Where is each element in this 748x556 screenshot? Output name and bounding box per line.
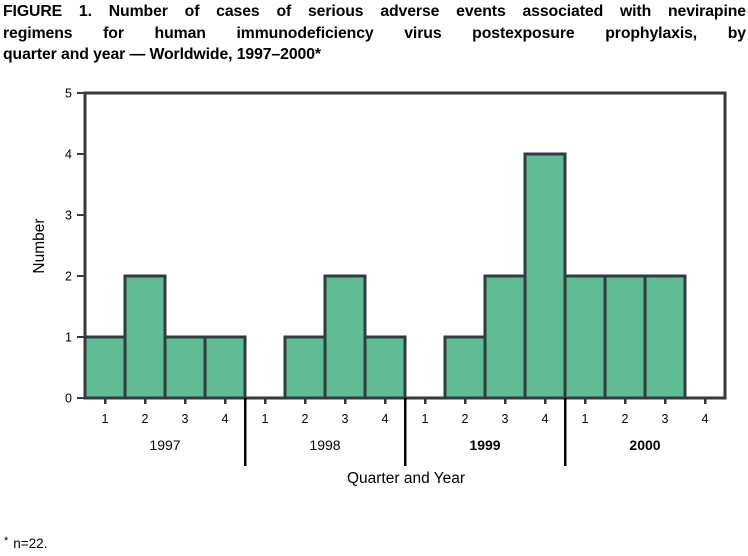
bar-1997-q1 <box>83 335 127 400</box>
y-tick-label-2: 2 <box>65 270 72 284</box>
quarter-label-2000-q4: 4 <box>702 412 709 426</box>
year-label-1997: 1997 <box>149 437 180 453</box>
bar-1999-q4 <box>523 152 567 400</box>
figure-title: FIGURE 1. Number of cases of serious adv… <box>3 1 746 66</box>
title-line-3: quarter and year — Worldwide, 1997–2000* <box>3 46 321 63</box>
quarter-label-1997-q4: 4 <box>222 412 229 426</box>
year-label-1998: 1998 <box>309 437 340 453</box>
y-tick-label-0: 0 <box>65 392 72 406</box>
year-label-1999: 1999 <box>469 437 500 453</box>
quarter-label-1999-q2: 2 <box>462 412 469 426</box>
bar-1999-q3 <box>483 274 527 400</box>
quarter-label-1998-q3: 3 <box>342 412 349 426</box>
bar-2000-q3 <box>643 274 687 400</box>
y-tick-label-4: 4 <box>65 148 72 162</box>
y-tick-label-1: 1 <box>65 331 72 345</box>
x-axis-label: Quarter and Year <box>347 470 465 487</box>
quarter-label-2000-q2: 2 <box>622 412 629 426</box>
year-label-2000: 2000 <box>629 437 660 453</box>
footnote-marker: * <box>4 535 9 547</box>
quarter-label-2000-q3: 3 <box>662 412 669 426</box>
quarter-label-1997-q2: 2 <box>142 412 149 426</box>
title-line-2: regimens for human immunodeficiency viru… <box>3 24 746 42</box>
quarter-label-1998-q1: 1 <box>262 412 269 426</box>
bar-1998-q2 <box>283 335 327 400</box>
quarter-label-2000-q1: 1 <box>582 412 589 426</box>
quarter-label-1998-q2: 2 <box>302 412 309 426</box>
quarter-label-1999-q1: 1 <box>422 412 429 426</box>
bar-1998-q3 <box>323 274 367 400</box>
bar-2000-q2 <box>603 274 647 400</box>
quarter-label-1998-q4: 4 <box>382 412 389 426</box>
quarter-label-1997-q1: 1 <box>102 412 109 426</box>
quarter-label-1999-q4: 4 <box>542 412 549 426</box>
quarter-label-1999-q3: 3 <box>502 412 509 426</box>
bar-1997-q3 <box>163 335 207 400</box>
bar-1998-q4 <box>363 335 407 400</box>
y-axis-label: Number <box>31 218 48 273</box>
y-tick-label-3: 3 <box>65 209 72 223</box>
bar-1997-q2 <box>123 274 167 400</box>
bar-2000-q1 <box>563 274 607 400</box>
quarter-label-1997-q3: 3 <box>182 412 189 426</box>
bar-1997-q4 <box>203 335 247 400</box>
footnote: * n=22. <box>4 535 48 551</box>
footnote-text: n=22. <box>13 536 48 551</box>
title-line-1: FIGURE 1. Number of cases of serious adv… <box>3 3 746 20</box>
bar-1999-q2 <box>443 335 487 400</box>
y-tick-label-5: 5 <box>65 87 72 101</box>
